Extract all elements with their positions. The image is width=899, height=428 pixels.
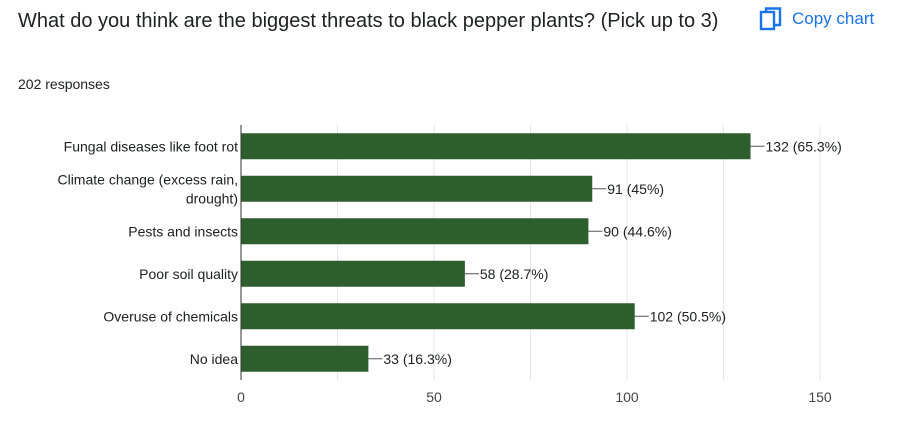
- bar[interactable]: [241, 260, 465, 287]
- bar[interactable]: [241, 218, 589, 245]
- value-label: 90 (44.6%): [603, 223, 671, 239]
- category-label: Overuse of chemicals: [103, 308, 238, 324]
- copy-chart-label: Copy chart: [792, 9, 875, 28]
- bar[interactable]: [241, 133, 751, 160]
- x-tick-label: 0: [237, 389, 245, 405]
- x-tick-label: 50: [426, 389, 442, 405]
- value-label: 91 (45%): [607, 181, 664, 197]
- copy-chart-button[interactable]: Copy chart: [754, 2, 882, 36]
- bar[interactable]: [241, 175, 593, 202]
- question-title: What do you think are the biggest threat…: [18, 10, 719, 32]
- response-count: 202 responses: [18, 76, 110, 92]
- category-label: drought): [186, 190, 238, 206]
- value-label: 58 (28.7%): [480, 266, 548, 282]
- labels: 0 50 100 150 132 (65.3%) Fungal diseases like…: [57, 138, 841, 405]
- copy-icon: [759, 7, 782, 31]
- x-tick-label: 100: [615, 389, 639, 405]
- bar[interactable]: [241, 345, 369, 372]
- value-label: 102 (50.5%): [650, 308, 726, 324]
- grid-lines: [337, 125, 821, 380]
- category-label: Fungal diseases like foot rot: [64, 138, 238, 154]
- value-label: 132 (65.3%): [766, 138, 842, 154]
- category-label: Pests and insects: [128, 223, 238, 239]
- category-label: No idea: [190, 351, 238, 367]
- x-tick-label: 150: [808, 389, 832, 405]
- category-label: Poor soil quality: [139, 266, 238, 282]
- bars: [241, 133, 751, 372]
- category-label: Climate change (excess rain,: [57, 171, 238, 187]
- value-label: 33 (16.3%): [383, 351, 451, 367]
- bar[interactable]: [241, 303, 635, 330]
